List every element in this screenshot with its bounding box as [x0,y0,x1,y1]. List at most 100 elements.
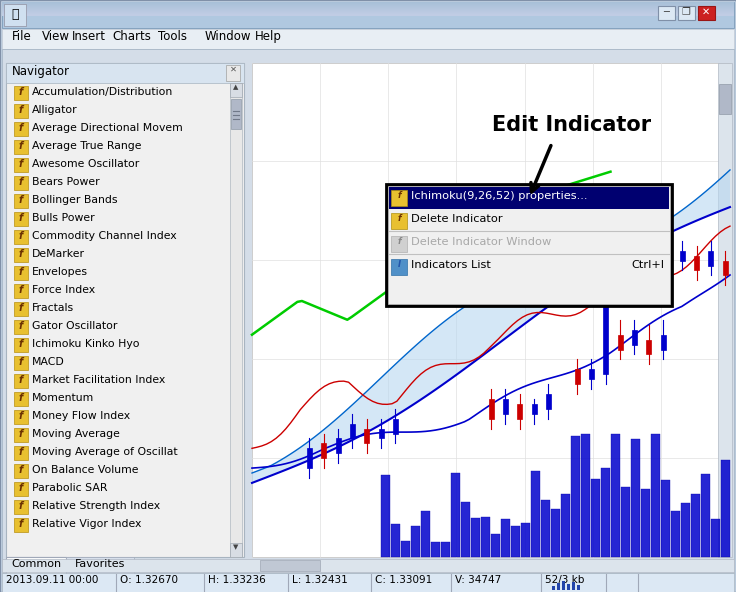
Bar [2,9,734,11]
Bar [14,140,28,154]
Text: f: f [19,195,23,205]
Text: O: 1.32670: O: 1.32670 [120,575,178,585]
Bar [2,13,734,15]
Bar [14,356,28,370]
Bar [601,468,610,557]
Bar [14,212,28,226]
Text: Moving Average: Moving Average [32,429,120,439]
Text: Favorites: Favorites [75,559,125,569]
Text: Ichimoku(9,26,52) properties...: Ichimoku(9,26,52) properties... [411,191,587,201]
Bar [2,3,734,5]
Text: Envelopes: Envelopes [32,267,88,277]
Bar [14,248,28,262]
Bar [571,436,580,557]
Bar [517,404,522,419]
Text: Bears Power: Bears Power [32,177,99,187]
Bar [392,524,400,557]
Bar [4,4,26,26]
Bar [6,63,244,557]
Text: f: f [19,123,23,133]
Bar [391,259,407,275]
Bar [671,511,680,557]
Bar [230,543,242,557]
Text: Relative Strength Index: Relative Strength Index [32,501,160,511]
Text: f: f [19,177,23,187]
Bar [561,494,570,557]
Text: Help: Help [255,30,282,43]
Text: V: 34747: V: 34747 [455,575,501,585]
Text: f: f [19,285,23,295]
Text: I: I [397,260,400,269]
Text: 2013.09.11 00:00: 2013.09.11 00:00 [6,575,99,585]
Bar [461,502,470,557]
Bar [2,11,734,13]
Text: Alligator: Alligator [32,105,77,115]
Bar [421,511,431,557]
Bar [14,302,28,316]
Text: f: f [19,231,23,241]
Bar [2,6,734,8]
Text: Money Flow Index: Money Flow Index [32,411,130,421]
Text: f: f [19,501,23,511]
Bar [14,320,28,334]
Bar [231,99,241,129]
Text: f: f [19,519,23,529]
Bar [388,186,670,304]
Bar [589,369,594,379]
Text: 📊: 📊 [11,8,18,21]
Text: f: f [19,447,23,457]
Bar [391,213,407,229]
Text: f: f [19,267,23,277]
Bar [557,583,560,590]
Text: C: 1.33091: C: 1.33091 [375,575,432,585]
Bar [2,29,734,49]
Text: Fractals: Fractals [32,303,74,313]
Bar [14,410,28,424]
Text: Average True Range: Average True Range [32,141,141,151]
Text: Charts: Charts [112,30,151,43]
Bar [551,509,560,557]
Bar [711,519,720,557]
Bar [14,104,28,118]
Text: f: f [19,141,23,151]
Bar [567,584,570,590]
Bar [2,5,734,7]
Text: Window: Window [205,30,252,43]
Text: f: f [19,321,23,331]
Bar [531,471,540,557]
Bar [307,448,312,468]
Bar [391,189,673,307]
Bar [2,49,734,573]
Bar [2,559,734,572]
Bar [562,581,565,590]
Bar [364,429,369,443]
Bar [661,480,670,557]
Text: f: f [397,237,401,246]
Bar [14,230,28,244]
Bar [14,284,28,298]
Bar [391,236,407,252]
Text: f: f [19,411,23,421]
Bar [719,84,731,114]
Bar [491,533,500,557]
Text: ❐: ❐ [682,7,690,17]
Bar [503,399,508,414]
Text: f: f [397,191,401,200]
Text: f: f [19,87,23,97]
Bar [14,446,28,460]
Bar [66,557,134,575]
Bar [321,443,326,458]
Text: L: 1.32431: L: 1.32431 [292,575,347,585]
Text: f: f [19,339,23,349]
Text: Awesome Oscillator: Awesome Oscillator [32,159,139,169]
Text: Common: Common [11,559,61,569]
Text: ✕: ✕ [702,7,710,17]
Bar [631,439,640,557]
Bar [618,334,623,349]
Bar [350,424,355,439]
Text: f: f [19,159,23,169]
Bar [14,392,28,406]
Bar [230,83,242,97]
Bar [381,475,390,557]
Bar [691,494,700,557]
